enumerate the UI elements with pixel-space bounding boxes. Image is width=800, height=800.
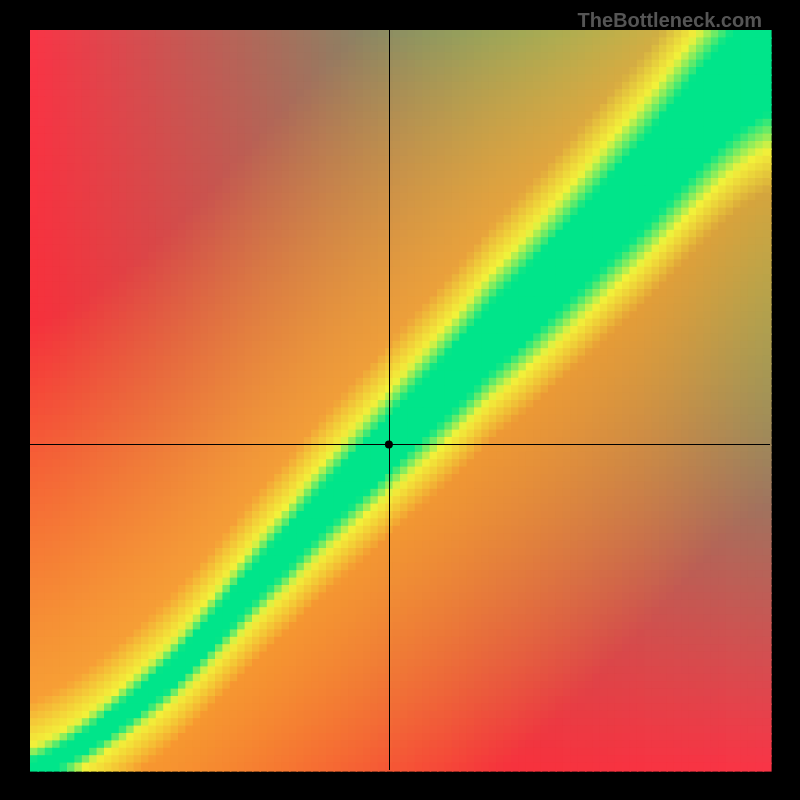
bottleneck-heatmap [0,0,800,800]
watermark-label: TheBottleneck.com [578,10,762,33]
chart-container: TheBottleneck.com [0,0,800,800]
